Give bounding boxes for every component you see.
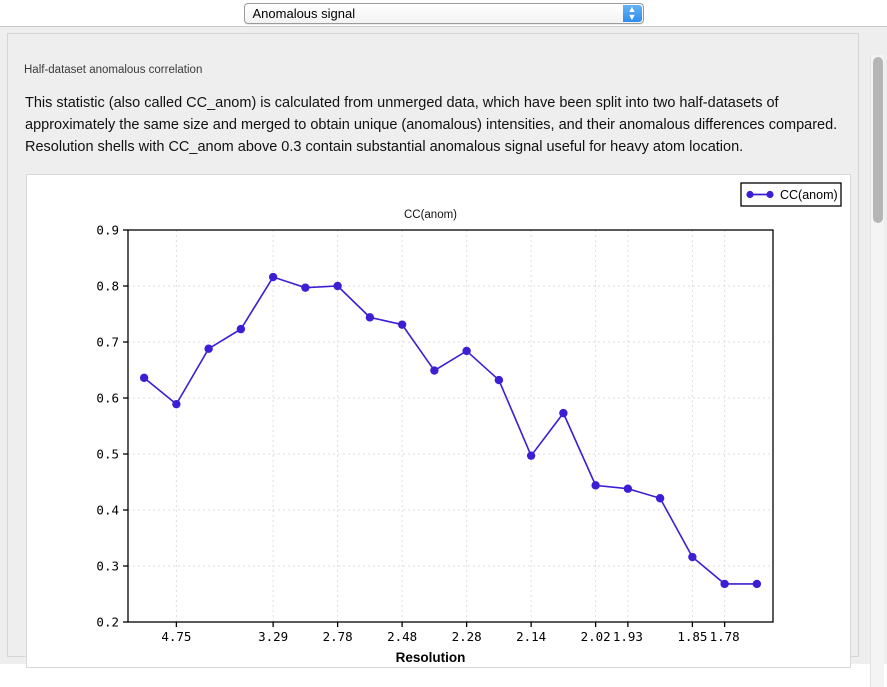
y-axis-tick-label: 0.6 (96, 391, 119, 406)
y-axis-tick-label: 0.4 (96, 503, 119, 518)
data-point (494, 375, 504, 385)
x-axis-tick-label: 1.85 (677, 629, 707, 644)
data-point (365, 313, 375, 322)
data-point (752, 579, 762, 589)
chevron-down-icon: ▼ (627, 12, 637, 22)
legend-marker-left (746, 190, 754, 199)
x-axis-tick-label: 2.48 (387, 629, 417, 644)
data-point (430, 366, 439, 375)
data-point (333, 281, 342, 291)
chart-title: CC(anom) (404, 209, 457, 221)
series-line (143, 276, 757, 585)
x-axis-tick-label: 3.29 (258, 629, 288, 644)
x-axis-tick-label: 2.02 (581, 629, 611, 644)
y-axis-tick-label: 0.7 (96, 335, 119, 350)
chart-plot: 0.2 0.3 0.4 0.5 0.6 0.7 0.8 0.9 4.75 3.29 2.78 2.48… (27, 175, 852, 669)
x-axis-tick-label: 2.28 (452, 629, 482, 644)
y-axis-tick-label: 0.3 (96, 559, 119, 574)
x-axis-tick-label: 4.75 (161, 629, 191, 644)
data-point (172, 399, 181, 409)
chevron-updown-icon[interactable]: ▲ ▼ (622, 4, 642, 22)
section-description: This statistic (also called CC_anom) is … (25, 95, 846, 155)
content-panel: Half-dataset anomalous correlation This … (0, 26, 887, 687)
x-axis-tick-label: 2.14 (516, 629, 546, 644)
data-point (268, 272, 278, 282)
chevron-up-icon: ▲ (627, 4, 637, 14)
data-point (720, 579, 729, 589)
y-axis-tick-label: 0.9 (96, 223, 119, 238)
data-point (204, 344, 213, 353)
data-point (301, 283, 310, 292)
data-point (462, 346, 471, 356)
toolbar: Anomalous signal ▲ ▼ (0, 0, 887, 26)
view-selector-dropdown[interactable]: Anomalous signal ▲ ▼ (243, 2, 644, 24)
legend-box (740, 182, 842, 207)
chart-card: 0.2 0.3 0.4 0.5 0.6 0.7 0.8 0.9 4.75 3.29 2.78 2.48… (26, 174, 851, 668)
x-axis-tick-label: 1.78 (710, 629, 740, 644)
data-point (236, 324, 246, 334)
x-axis-tick-label: 2.78 (323, 629, 353, 644)
y-axis-tick-label: 0.2 (96, 615, 119, 630)
data-point (526, 451, 536, 460)
data-point (591, 481, 600, 490)
x-axis-tick-label: 1.93 (613, 629, 643, 644)
vertical-scrollbar-thumb[interactable] (873, 57, 883, 223)
vertical-scrollbar-track[interactable] (870, 55, 884, 687)
data-point (655, 494, 665, 503)
legend-label: CC(anom) (780, 188, 838, 202)
data-point (688, 552, 697, 562)
legend-marker-right (766, 190, 774, 199)
content-frame: Half-dataset anomalous correlation This … (7, 33, 859, 668)
plot-frame (127, 229, 774, 623)
x-axis-label: Resolution (396, 650, 466, 665)
data-point (139, 373, 149, 383)
data-point (397, 320, 407, 329)
y-axis-tick-label: 0.5 (96, 447, 119, 462)
chart-svg: 0.2 0.3 0.4 0.5 0.6 0.7 0.8 0.9 4.75 3.29 2.78 2.48… (96, 182, 842, 665)
y-axis-tick-label: 0.8 (96, 279, 119, 294)
data-point (559, 408, 568, 418)
data-point (623, 484, 633, 493)
section-title: Half-dataset anomalous correlation (24, 64, 203, 76)
view-selector-value: Anomalous signal (252, 5, 356, 21)
